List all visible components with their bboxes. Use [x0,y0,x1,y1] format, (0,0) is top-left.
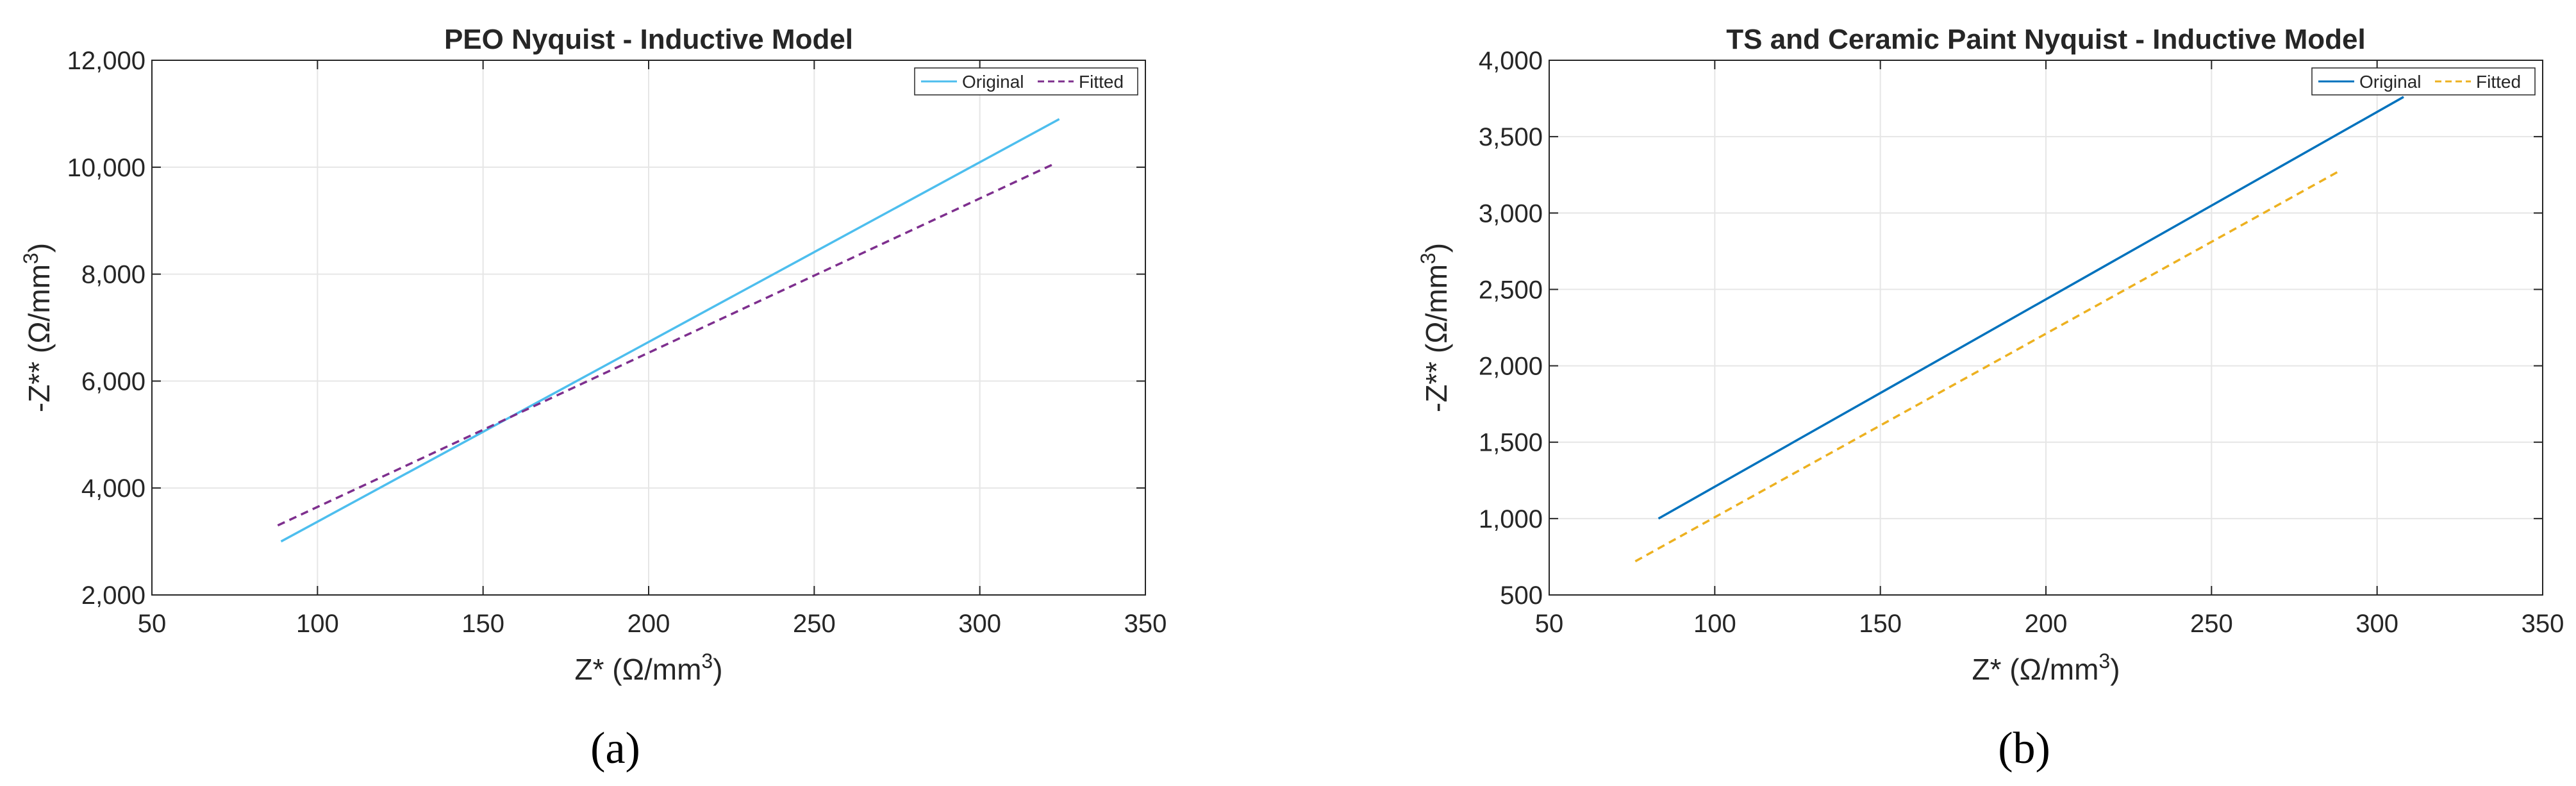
legend: Original Fitted [2311,67,2536,96]
x-tick-label: 350 [1124,610,1167,638]
series-line-fitted [1634,169,2341,563]
series-line-original [280,118,1060,543]
legend: Original Fitted [914,67,1138,96]
y-tick-label: 500 [1500,581,1543,610]
x-tick-label: 50 [1535,610,1564,638]
chart-title: TS and Ceramic Paint Nyquist - Inductive… [1726,24,2366,55]
x-tick-label: 250 [793,610,836,638]
y-tick-label: 1,000 [1479,505,1543,533]
y-tick-label: 2,000 [81,581,145,610]
chart-panel-1: 50 100 150 200 250 300 350 2,000 4,000 6,000 8,000… [19,24,1167,686]
x-axis-label: Z* (Ω/mm3) [574,649,722,686]
legend-entry-original: Original [962,72,1024,92]
y-tick-label: 1,500 [1479,429,1543,457]
chart-panel-2: 50 100 150 200 250 300 350 500 1,000 1,500 2,000 2,… [1417,24,2564,686]
y-axis-label: -Z** (Ω/mm3) [19,243,56,412]
series-line-fitted [277,163,1054,527]
y-tick-label: 4,000 [1479,47,1543,75]
x-tick-label: 150 [461,610,504,638]
legend-entry-fitted: Fitted [1079,72,1124,92]
chart-title: PEO Nyquist - Inductive Model [444,24,853,55]
x-tick-label: 200 [2025,610,2068,638]
y-tick-label: 12,000 [67,47,145,75]
legend-entry-original: Original [2359,72,2421,92]
x-tick-label: 350 [2522,610,2564,638]
series-line-original [1658,96,2404,520]
y-tick-label: 3,000 [1479,199,1543,228]
x-tick-label: 300 [2356,610,2398,638]
x-tick-label: 300 [958,610,1001,638]
x-tick-label: 100 [1693,610,1736,638]
y-tick-label: 4,000 [81,474,145,503]
y-tick-label: 8,000 [81,261,145,289]
y-tick-label: 3,500 [1479,123,1543,151]
panel-label-1: (a) [590,724,640,773]
x-axis-label: Z* (Ω/mm3) [1972,649,2120,686]
x-tick-label: 200 [627,610,670,638]
y-tick-label: 2,000 [1479,353,1543,381]
y-tick-label: 2,500 [1479,276,1543,304]
y-axis-label: -Z** (Ω/mm3) [1417,243,1453,412]
x-tick-label: 100 [296,610,339,638]
x-tick-label: 50 [138,610,167,638]
x-tick-label: 150 [1859,610,1902,638]
panel-label-2: (b) [1998,724,2050,773]
y-tick-label: 10,000 [67,154,145,182]
y-tick-label: 6,000 [81,367,145,396]
x-tick-label: 250 [2190,610,2233,638]
legend-entry-fitted: Fitted [2476,72,2521,92]
